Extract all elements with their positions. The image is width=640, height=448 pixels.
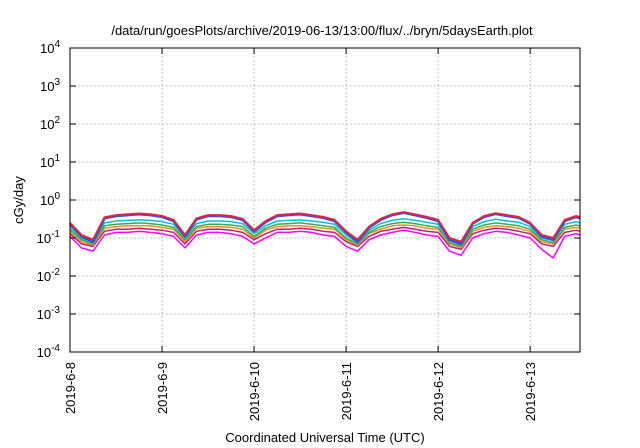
series-line-4	[69, 221, 581, 248]
x-tick-label: 2019-6-11	[339, 362, 354, 420]
series-line-5	[69, 224, 581, 249]
x-tick-label: 2019-6-13	[523, 362, 538, 421]
series-line-3	[69, 218, 581, 246]
x-tick-label: 2019-6-10	[247, 362, 262, 421]
grid	[69, 48, 580, 352]
y-axis-label: cGy/day	[11, 176, 26, 224]
y-tick-label: 102	[40, 115, 60, 132]
y-tick-label: 103	[40, 77, 60, 94]
series-layer	[69, 211, 581, 259]
x-axis-label: Coordinated Universal Time (UTC)	[225, 430, 424, 445]
y-axis: 10-4 10-3 10-2 10-1 100 101 102 103 104	[37, 39, 580, 360]
y-tick-label: 10-3	[37, 305, 61, 322]
y-tick-label: 101	[40, 153, 60, 170]
x-tick-label: 2019-6-12	[431, 362, 446, 421]
y-tick-label: 10-2	[37, 267, 61, 284]
y-tick-label: 104	[40, 39, 60, 56]
series-line-6	[69, 226, 581, 251]
series-line-1	[69, 211, 581, 243]
chart-title: /data/run/goesPlots/archive/2019-06-13/1…	[111, 23, 533, 38]
y-tick-label: 100	[40, 191, 60, 208]
y-tick-label: 10-1	[37, 229, 61, 246]
x-tick-label: 2019-6-8	[63, 362, 78, 414]
y-tick-label: 10-4	[37, 343, 61, 360]
x-tick-label: 2019-6-9	[155, 362, 170, 414]
x-axis: 2019-6-8 2019-6-9 2019-6-10 2019-6-11 2019-6…	[63, 48, 538, 421]
series-line-7	[69, 229, 581, 259]
